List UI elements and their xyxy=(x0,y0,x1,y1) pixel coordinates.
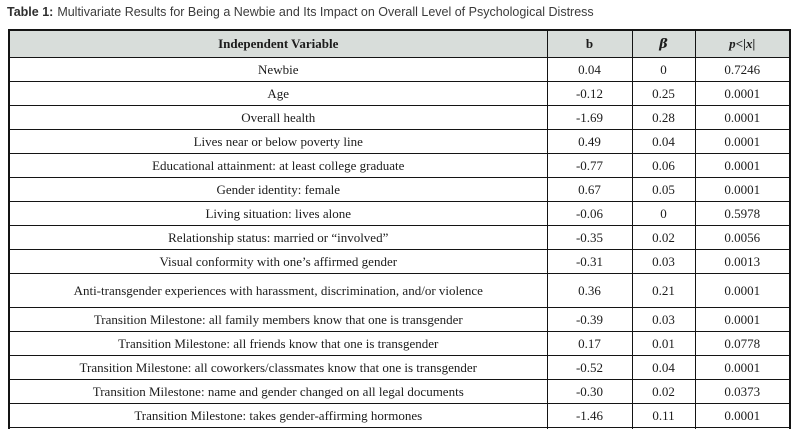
p-cell: 0.0778 xyxy=(694,331,791,356)
variable-cell: Visual conformity with one’s affirmed ge… xyxy=(8,249,548,274)
beta-cell: 0.21 xyxy=(631,273,696,308)
table-row: Relationship status: married or “involve… xyxy=(8,225,791,250)
variable-cell: Transition Milestone: name and gender ch… xyxy=(8,379,548,404)
p-cell: 0.0056 xyxy=(694,225,791,250)
table-header-row: Independent Variable b β p<|x| xyxy=(8,29,791,58)
column-header-b: b xyxy=(546,29,633,58)
column-header-p-value: p<|x| xyxy=(694,29,791,58)
variable-cell: Newbie xyxy=(8,57,548,82)
beta-cell: 0.04 xyxy=(631,129,696,154)
beta-cell: 0.06 xyxy=(631,153,696,178)
b-cell: -0.77 xyxy=(546,153,633,178)
variable-cell: Transition Milestone: all coworkers/clas… xyxy=(8,355,548,380)
beta-cell: 0.05 xyxy=(631,177,696,202)
variable-cell: Transition Milestone: all friends know t… xyxy=(8,331,548,356)
table-caption-label: Table 1: xyxy=(7,5,54,19)
p-cell: 0.0373 xyxy=(694,379,791,404)
p-cell: 0.0001 xyxy=(694,153,791,178)
beta-cell: 0.02 xyxy=(631,225,696,250)
p-cell: 0.0001 xyxy=(694,427,791,429)
beta-cell: 0 xyxy=(631,201,696,226)
beta-cell: 0.04 xyxy=(631,355,696,380)
column-header-independent-variable: Independent Variable xyxy=(8,29,548,58)
table-row: Transition Milestone: has had at least o… xyxy=(8,427,791,429)
variable-cell: Relationship status: married or “involve… xyxy=(8,225,548,250)
p-cell: 0.0001 xyxy=(694,403,791,428)
b-cell: -0.06 xyxy=(546,201,633,226)
b-cell: 0.36 xyxy=(546,273,633,308)
b-cell: -0.52 xyxy=(546,355,633,380)
b-cell: -0.39 xyxy=(546,307,633,332)
beta-cell: 0.02 xyxy=(631,379,696,404)
table-caption: Table 1: Multivariate Results for Being a… xyxy=(7,5,594,19)
table-row: Transition Milestone: all friends know t… xyxy=(8,331,791,356)
table-row: Transition Milestone: takes gender-affir… xyxy=(8,403,791,428)
variable-cell: Gender identity: female xyxy=(8,177,548,202)
beta-cell: 0.11 xyxy=(631,403,696,428)
p-cell: 0.0001 xyxy=(694,273,791,308)
variable-cell: Lives near or below poverty line xyxy=(8,129,548,154)
b-cell: -0.30 xyxy=(546,379,633,404)
beta-cell: 0.25 xyxy=(631,81,696,106)
column-header-beta: β xyxy=(631,29,696,58)
variable-cell: Overall health xyxy=(8,105,548,130)
p-cell: 0.0001 xyxy=(694,129,791,154)
beta-cell: 0.28 xyxy=(631,105,696,130)
p-cell: 0.5978 xyxy=(694,201,791,226)
p-cell: 0.0001 xyxy=(694,105,791,130)
beta-cell: 0.03 xyxy=(631,249,696,274)
beta-cell: 0 xyxy=(631,57,696,82)
table-row: Transition Milestone: all family members… xyxy=(8,307,791,332)
b-cell: -0.12 xyxy=(546,81,633,106)
table-body: Newbie 0.04 0 0.7246 Age -0.12 0.25 0.0001 Overa… xyxy=(8,57,791,429)
table-row: Gender identity: female 0.67 0.05 0.0001 xyxy=(8,177,791,202)
table-row: Lives near or below poverty line 0.49 0.04… xyxy=(8,129,791,154)
p-cell: 0.0013 xyxy=(694,249,791,274)
b-cell: -0.35 xyxy=(546,225,633,250)
table-row: Transition Milestone: all coworkers/clas… xyxy=(8,355,791,380)
variable-cell: Transition Milestone: takes gender-affir… xyxy=(8,403,548,428)
table-row: Living situation: lives alone -0.06 0 0.597… xyxy=(8,201,791,226)
variable-cell: Anti-transgender experiences with harass… xyxy=(8,273,548,308)
p-cell: 0.0001 xyxy=(694,355,791,380)
table-row: Transition Milestone: name and gender ch… xyxy=(8,379,791,404)
table-row: Overall health -1.69 0.28 0.0001 xyxy=(8,105,791,130)
results-table: Independent Variable b β p<|x| Newbie 0.0… xyxy=(8,29,791,429)
table-row: Age -0.12 0.25 0.0001 xyxy=(8,81,791,106)
b-cell: 0.17 xyxy=(546,331,633,356)
table-row: Visual conformity with one’s affirmed ge… xyxy=(8,249,791,274)
b-cell: 0.04 xyxy=(546,57,633,82)
p-cell: 0.7246 xyxy=(694,57,791,82)
table-row: Educational attainment: at least college… xyxy=(8,153,791,178)
p-cell: 0.0001 xyxy=(694,307,791,332)
table-caption-text: Multivariate Results for Being a Newbie … xyxy=(57,5,594,19)
b-cell: 0.49 xyxy=(546,129,633,154)
b-cell: 0.67 xyxy=(546,177,633,202)
b-cell: -0.31 xyxy=(546,249,633,274)
beta-cell: 0.03 xyxy=(631,307,696,332)
variable-cell: Transition Milestone: all family members… xyxy=(8,307,548,332)
p-cell: 0.0001 xyxy=(694,177,791,202)
p-cell: 0.0001 xyxy=(694,81,791,106)
table-row: Anti-transgender experiences with harass… xyxy=(8,273,791,308)
b-cell: -1.69 xyxy=(546,105,633,130)
variable-cell: Age xyxy=(8,81,548,106)
variable-cell: Educational attainment: at least college… xyxy=(8,153,548,178)
beta-cell: 0.01 xyxy=(631,331,696,356)
table-row: Newbie 0.04 0 0.7246 xyxy=(8,57,791,82)
variable-cell: Living situation: lives alone xyxy=(8,201,548,226)
b-cell: -1.46 xyxy=(546,403,633,428)
